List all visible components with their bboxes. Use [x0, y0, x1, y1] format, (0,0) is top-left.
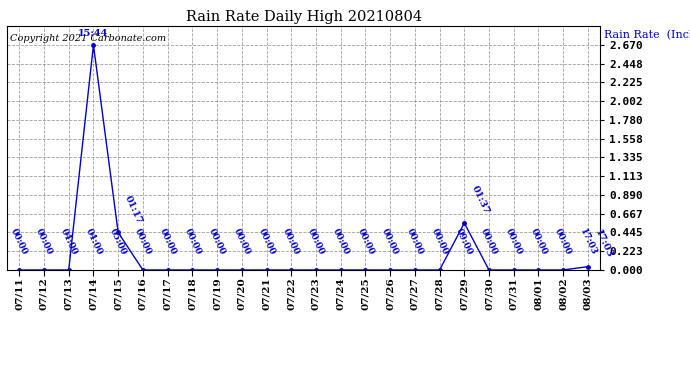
Text: 07/25: 07/25 [361, 278, 370, 310]
Text: 17:03: 17:03 [593, 228, 614, 260]
Text: 17:03: 17:03 [578, 227, 598, 256]
Text: 09:00: 09:00 [454, 227, 474, 256]
Text: 07/24: 07/24 [336, 278, 345, 310]
Text: 00:00: 00:00 [282, 227, 302, 256]
Text: 07/16: 07/16 [139, 278, 148, 310]
Text: 04:00: 04:00 [83, 227, 104, 256]
Text: Copyright 2021 Carbonate.com: Copyright 2021 Carbonate.com [10, 34, 166, 43]
Text: 07/27: 07/27 [411, 278, 420, 310]
Text: 07/20: 07/20 [237, 278, 246, 310]
Text: 00:00: 00:00 [331, 227, 351, 256]
Text: 00:00: 00:00 [380, 227, 400, 256]
Text: 08/03: 08/03 [584, 278, 593, 310]
Text: 00:00: 00:00 [133, 227, 153, 256]
Text: 01:17: 01:17 [123, 194, 144, 225]
Text: 00:00: 00:00 [355, 227, 375, 256]
Text: 07/15: 07/15 [114, 278, 123, 310]
Text: 00:00: 00:00 [430, 227, 450, 256]
Text: 00:00: 00:00 [479, 227, 499, 256]
Text: 07/13: 07/13 [64, 278, 73, 310]
Text: 07/22: 07/22 [287, 278, 296, 310]
Text: 07/23: 07/23 [311, 278, 320, 310]
Text: 01:37: 01:37 [469, 184, 491, 216]
Text: Rain Rate  (Inches/Hour): Rain Rate (Inches/Hour) [604, 30, 690, 40]
Text: 07/14: 07/14 [89, 278, 98, 310]
Text: 00:00: 00:00 [34, 227, 54, 256]
Text: 07/12: 07/12 [39, 278, 48, 310]
Text: 15:44: 15:44 [78, 28, 108, 38]
Text: 07/19: 07/19 [213, 278, 221, 310]
Title: Rain Rate Daily High 20210804: Rain Rate Daily High 20210804 [186, 10, 422, 24]
Text: 00:00: 00:00 [529, 227, 549, 256]
Text: 00:00: 00:00 [553, 227, 573, 256]
Text: 07/30: 07/30 [484, 278, 493, 310]
Text: 07/26: 07/26 [386, 278, 395, 310]
Text: 00:00: 00:00 [306, 227, 326, 256]
Text: 04:00: 04:00 [59, 227, 79, 256]
Text: 00:00: 00:00 [405, 227, 425, 256]
Text: 07/21: 07/21 [262, 278, 271, 310]
Text: 07/17: 07/17 [163, 278, 172, 310]
Text: 00:00: 00:00 [207, 227, 227, 256]
Text: 05:00: 05:00 [108, 227, 128, 256]
Text: 07/18: 07/18 [188, 278, 197, 310]
Text: 07/29: 07/29 [460, 278, 469, 310]
Text: 00:00: 00:00 [232, 227, 252, 256]
Text: 00:00: 00:00 [182, 227, 202, 256]
Text: 07/11: 07/11 [14, 278, 23, 310]
Text: 07/28: 07/28 [435, 278, 444, 310]
Text: 08/02: 08/02 [559, 278, 568, 310]
Text: 00:00: 00:00 [9, 227, 29, 256]
Text: 00:00: 00:00 [157, 227, 177, 256]
Text: 07/31: 07/31 [509, 278, 518, 310]
Text: 00:00: 00:00 [504, 227, 524, 256]
Text: 00:00: 00:00 [257, 227, 277, 256]
Text: 08/01: 08/01 [534, 278, 543, 310]
